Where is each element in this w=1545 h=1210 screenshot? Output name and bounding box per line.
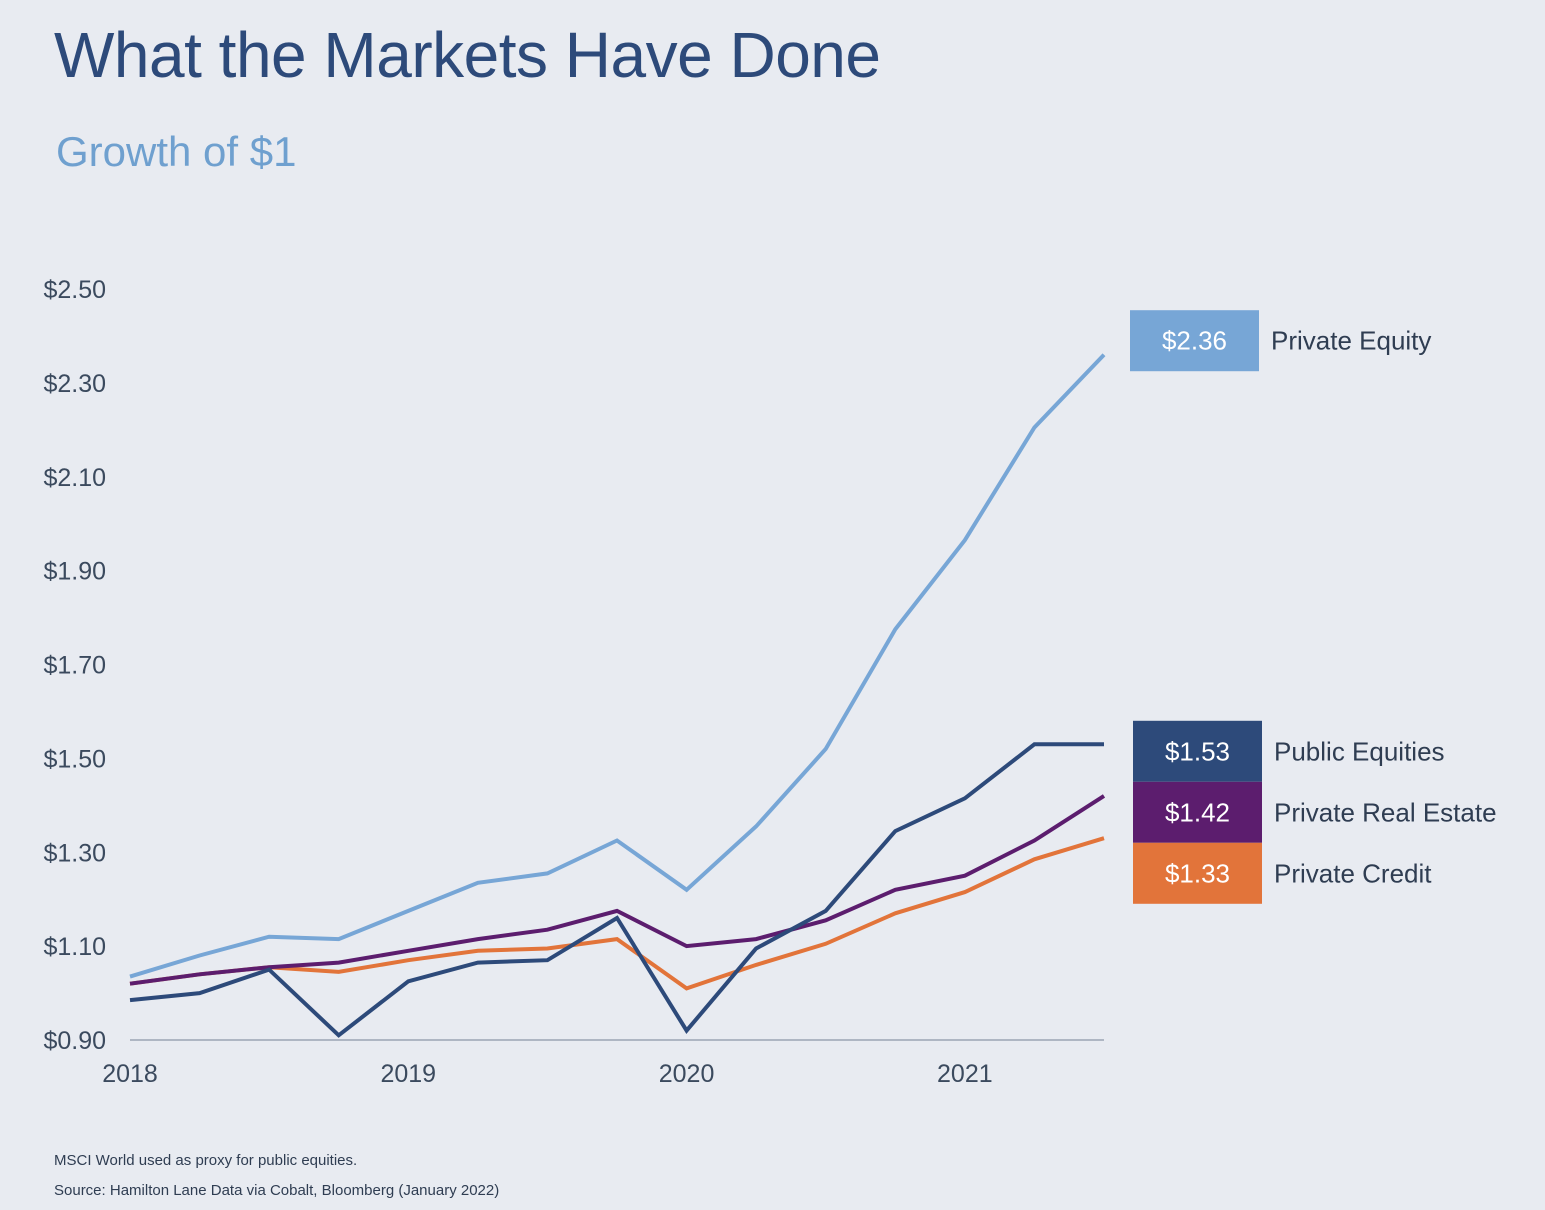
y-tick-label: $2.50 xyxy=(43,276,106,304)
chart-title: What the Markets Have Done xyxy=(54,19,881,91)
footnote-source: Source: Hamilton Lane Data via Cobalt, B… xyxy=(54,1182,500,1199)
y-tick-label: $1.70 xyxy=(43,652,106,680)
badge-value-public-equities: $1.53 xyxy=(1165,736,1230,766)
legend-label-private-credit: Private Credit xyxy=(1274,858,1432,888)
series-line-private-equity xyxy=(129,353,1106,979)
series-lines xyxy=(129,353,1106,1038)
x-tick-label: 2020 xyxy=(659,1060,715,1088)
legend-label-private-equity: Private Equity xyxy=(1271,326,1431,356)
y-tick-label: $1.10 xyxy=(43,933,106,961)
chart-subtitle: Growth of $1 xyxy=(56,128,297,175)
x-axis: 2018 2019 2020 2021 xyxy=(102,1039,1104,1088)
y-tick-label: $2.30 xyxy=(43,370,106,398)
badge-private-credit xyxy=(1133,842,1262,904)
y-tick-label: $1.30 xyxy=(43,839,106,867)
badge-value-private-equity: $2.36 xyxy=(1162,326,1227,356)
badge-value-private-real-estate: $1.42 xyxy=(1165,797,1230,827)
y-tick-label: $1.90 xyxy=(43,558,106,586)
badge-private-real-estate xyxy=(1133,781,1262,843)
badge-value-private-credit: $1.33 xyxy=(1165,858,1230,888)
badge-public-equities xyxy=(1133,720,1262,782)
legend-label-private-real-estate: Private Real Estate xyxy=(1274,797,1497,827)
y-axis: $0.90 $1.10 $1.30 $1.50 $1.70 $1.90 $2.10 $2.30… xyxy=(43,276,106,1055)
y-tick-label: $2.10 xyxy=(43,464,106,492)
series-line-public-equities xyxy=(129,742,1104,1038)
x-tick-label: 2021 xyxy=(937,1060,993,1088)
legend-label-public-equities: Public Equities xyxy=(1274,736,1445,766)
series-line-private-real-estate xyxy=(129,794,1106,986)
series-line-private-credit xyxy=(129,836,1105,991)
badge-private-equity xyxy=(1130,310,1259,372)
x-tick-label: 2018 xyxy=(102,1060,158,1088)
end-labels: $2.36 Private Equity $1.53 Public Equities $… xyxy=(1130,310,1497,904)
footnote-proxy: MSCI World used as proxy for public equi… xyxy=(54,1152,358,1169)
x-tick-label: 2019 xyxy=(380,1060,436,1088)
y-tick-label: $1.50 xyxy=(43,745,106,773)
y-tick-label: $0.90 xyxy=(43,1027,106,1055)
